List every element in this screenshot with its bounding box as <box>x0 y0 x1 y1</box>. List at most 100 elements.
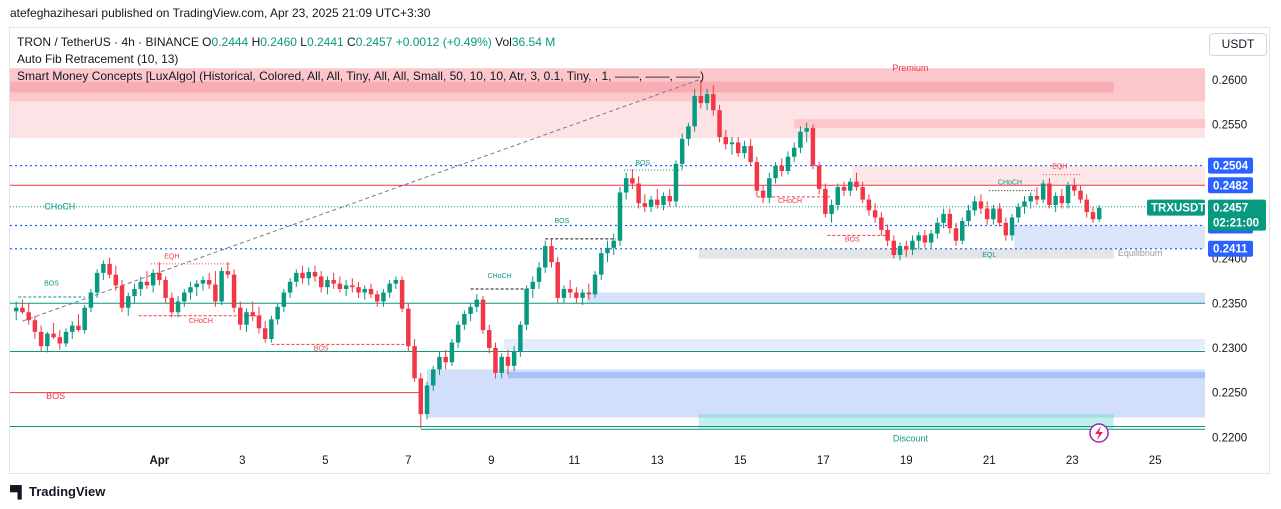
candle-body <box>580 292 585 298</box>
x-tick-label: 17 <box>817 455 830 467</box>
candle <box>213 271 218 307</box>
candle <box>816 162 822 195</box>
candle-body <box>816 165 822 189</box>
candle <box>972 196 977 216</box>
candle-body <box>1047 183 1052 205</box>
candle <box>1084 194 1089 218</box>
candle <box>126 292 131 316</box>
candle <box>910 235 915 255</box>
candle <box>611 233 616 255</box>
candle-body <box>51 333 56 338</box>
candle <box>984 201 990 225</box>
candle <box>935 217 940 239</box>
candle-body <box>984 208 990 220</box>
candle-body <box>667 196 672 202</box>
candle <box>1065 181 1071 209</box>
candle-body <box>300 272 305 279</box>
candle <box>904 240 909 257</box>
candle <box>350 278 355 293</box>
candle <box>879 212 884 236</box>
price-tag-bg <box>1208 177 1253 194</box>
currency-button[interactable]: USDT <box>1209 33 1267 56</box>
candle-body <box>511 351 517 366</box>
indicator-fib[interactable]: Auto Fib Retracement (10, 13) <box>17 52 179 66</box>
candle-body <box>885 229 890 241</box>
candle-body <box>910 240 915 250</box>
candle <box>872 203 878 223</box>
candle-body <box>430 369 436 386</box>
candle <box>530 276 536 298</box>
candle <box>1034 187 1040 205</box>
candle <box>20 299 25 314</box>
candle-body <box>493 347 498 373</box>
candle <box>412 338 417 382</box>
candle-body <box>1084 199 1089 213</box>
candle <box>791 142 797 163</box>
candle-body <box>586 292 592 295</box>
candle <box>723 129 728 150</box>
candle-body <box>312 271 318 277</box>
candle-body <box>1022 201 1027 207</box>
candle <box>679 133 685 170</box>
candle <box>991 204 996 225</box>
candle <box>1009 213 1015 241</box>
candle <box>567 280 573 298</box>
lightning-icon <box>1089 423 1109 443</box>
smc-label: CHoCH <box>998 179 1022 186</box>
tradingview-logo[interactable]: ▀▌ TradingView <box>10 484 105 499</box>
tradingview-mark-icon: ▀▌ <box>10 484 26 499</box>
bullish-ob-thin <box>507 372 1206 379</box>
candle <box>182 288 187 307</box>
candle <box>157 262 162 286</box>
candle-body <box>275 306 280 320</box>
candle-body <box>418 378 424 415</box>
candle <box>175 296 181 318</box>
candle <box>300 265 305 284</box>
candle <box>555 256 560 304</box>
smc-label: BOS <box>314 346 329 353</box>
price-tag-label: 0.2411 <box>1213 244 1248 256</box>
candle-body <box>804 128 809 132</box>
candle-body <box>686 126 691 139</box>
candle-body <box>113 274 119 286</box>
candle-body <box>225 271 231 275</box>
price-tag: 0.2411 <box>1208 240 1253 257</box>
candle-body <box>1096 207 1102 220</box>
candle <box>636 176 641 209</box>
close-label: C <box>347 35 356 49</box>
candle-body <box>779 165 785 172</box>
candle <box>543 240 548 273</box>
indicator-smc[interactable]: Smart Money Concepts [LuxAlgo] (Historic… <box>17 69 705 83</box>
candle <box>505 349 511 375</box>
candle-body <box>1040 183 1046 200</box>
candle <box>574 287 579 304</box>
premium-ob-band <box>10 81 1114 93</box>
candle-body <box>505 356 511 366</box>
candle <box>655 188 660 209</box>
bullish-ob-mid <box>586 292 1205 304</box>
last-price-bg <box>1208 199 1266 231</box>
candle <box>63 328 69 348</box>
candle <box>1090 206 1096 223</box>
candle-body <box>524 288 529 325</box>
candle-body <box>412 346 417 379</box>
candle-body <box>231 274 237 308</box>
candle <box>928 229 934 248</box>
candle <box>580 288 585 306</box>
x-tick-label: 9 <box>488 455 494 467</box>
bullish-ob-recent <box>1014 225 1205 249</box>
candle <box>306 267 311 286</box>
candle <box>642 194 648 213</box>
candle <box>511 346 517 372</box>
candle <box>38 325 44 352</box>
candle-body <box>262 328 268 339</box>
symbol-title[interactable]: TRON / TetherUS · 4h · BINANCE <box>17 35 199 49</box>
candle-body <box>32 320 38 332</box>
candle <box>244 308 249 332</box>
candle <box>356 281 361 298</box>
candle-body <box>1009 217 1015 236</box>
candle-body <box>381 292 386 302</box>
bearish-ob-lower <box>852 165 1205 186</box>
candle-body <box>175 301 181 313</box>
